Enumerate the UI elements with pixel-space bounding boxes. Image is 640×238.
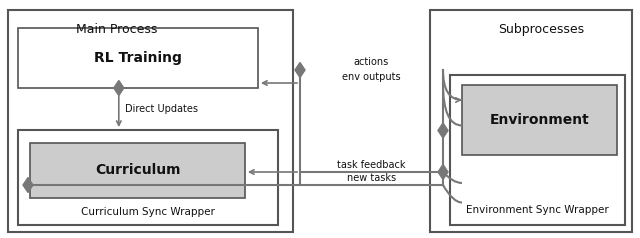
Bar [18,28,258,88]
Text: task feedback: task feedback [337,160,406,170]
Polygon shape [295,63,305,78]
Text: RL Training: RL Training [94,51,182,65]
Polygon shape [438,164,448,179]
Text: env outputs: env outputs [342,72,401,82]
Text: actions: actions [354,57,389,67]
Text: Direct Updates: Direct Updates [125,104,198,114]
Bar [462,85,617,155]
Text: Environment: Environment [490,113,589,127]
Text: Environment Sync Wrapper: Environment Sync Wrapper [466,205,609,215]
Bar [430,10,632,232]
Polygon shape [23,178,33,193]
Text: Curriculum Sync Wrapper: Curriculum Sync Wrapper [81,207,215,217]
Polygon shape [438,123,448,138]
Text: new tasks: new tasks [347,173,396,183]
Text: Curriculum: Curriculum [95,164,180,178]
Text: Main Process: Main Process [76,23,157,36]
Polygon shape [114,80,124,95]
Bar [18,130,278,225]
Text: Subprocesses: Subprocesses [498,23,584,36]
Bar [8,10,293,232]
Bar [30,143,245,198]
Bar [450,75,625,225]
